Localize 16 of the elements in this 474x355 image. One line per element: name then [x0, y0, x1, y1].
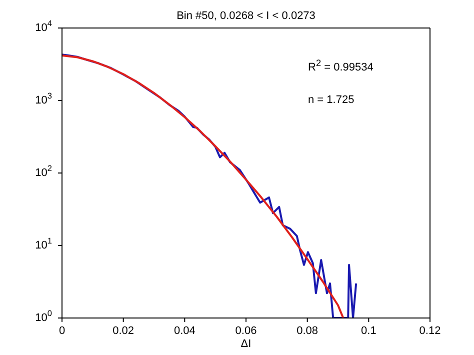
x-tick-label: 0.1	[361, 325, 376, 337]
x-tick-label: 0.08	[296, 325, 318, 337]
x-tick-label: 0	[58, 325, 66, 337]
x-tick-label: 0.04	[174, 325, 196, 337]
y-tick-label: 10$^{4}$	[35, 18, 52, 34]
y-tick-label: 10$^{2}$	[35, 164, 52, 179]
x-tick-label: 0.12	[419, 325, 441, 337]
y-tick-label: 10$^{1}$	[35, 236, 52, 252]
x-axis-title: ΔI	[240, 338, 252, 350]
annotation: n = 1.725	[308, 94, 354, 106]
chart-title: Bin #50, 0.0268 < I < 0.0273	[176, 10, 316, 22]
x-tick-label: 0.06	[235, 325, 257, 337]
x-tick-label: 0.02	[112, 325, 134, 337]
y-tick-label: 10$^{3}$	[35, 91, 52, 106]
annotation: R$^{2}$ = 0.99534	[308, 58, 374, 74]
y-tick-label: 10$^{0}$	[35, 308, 52, 324]
